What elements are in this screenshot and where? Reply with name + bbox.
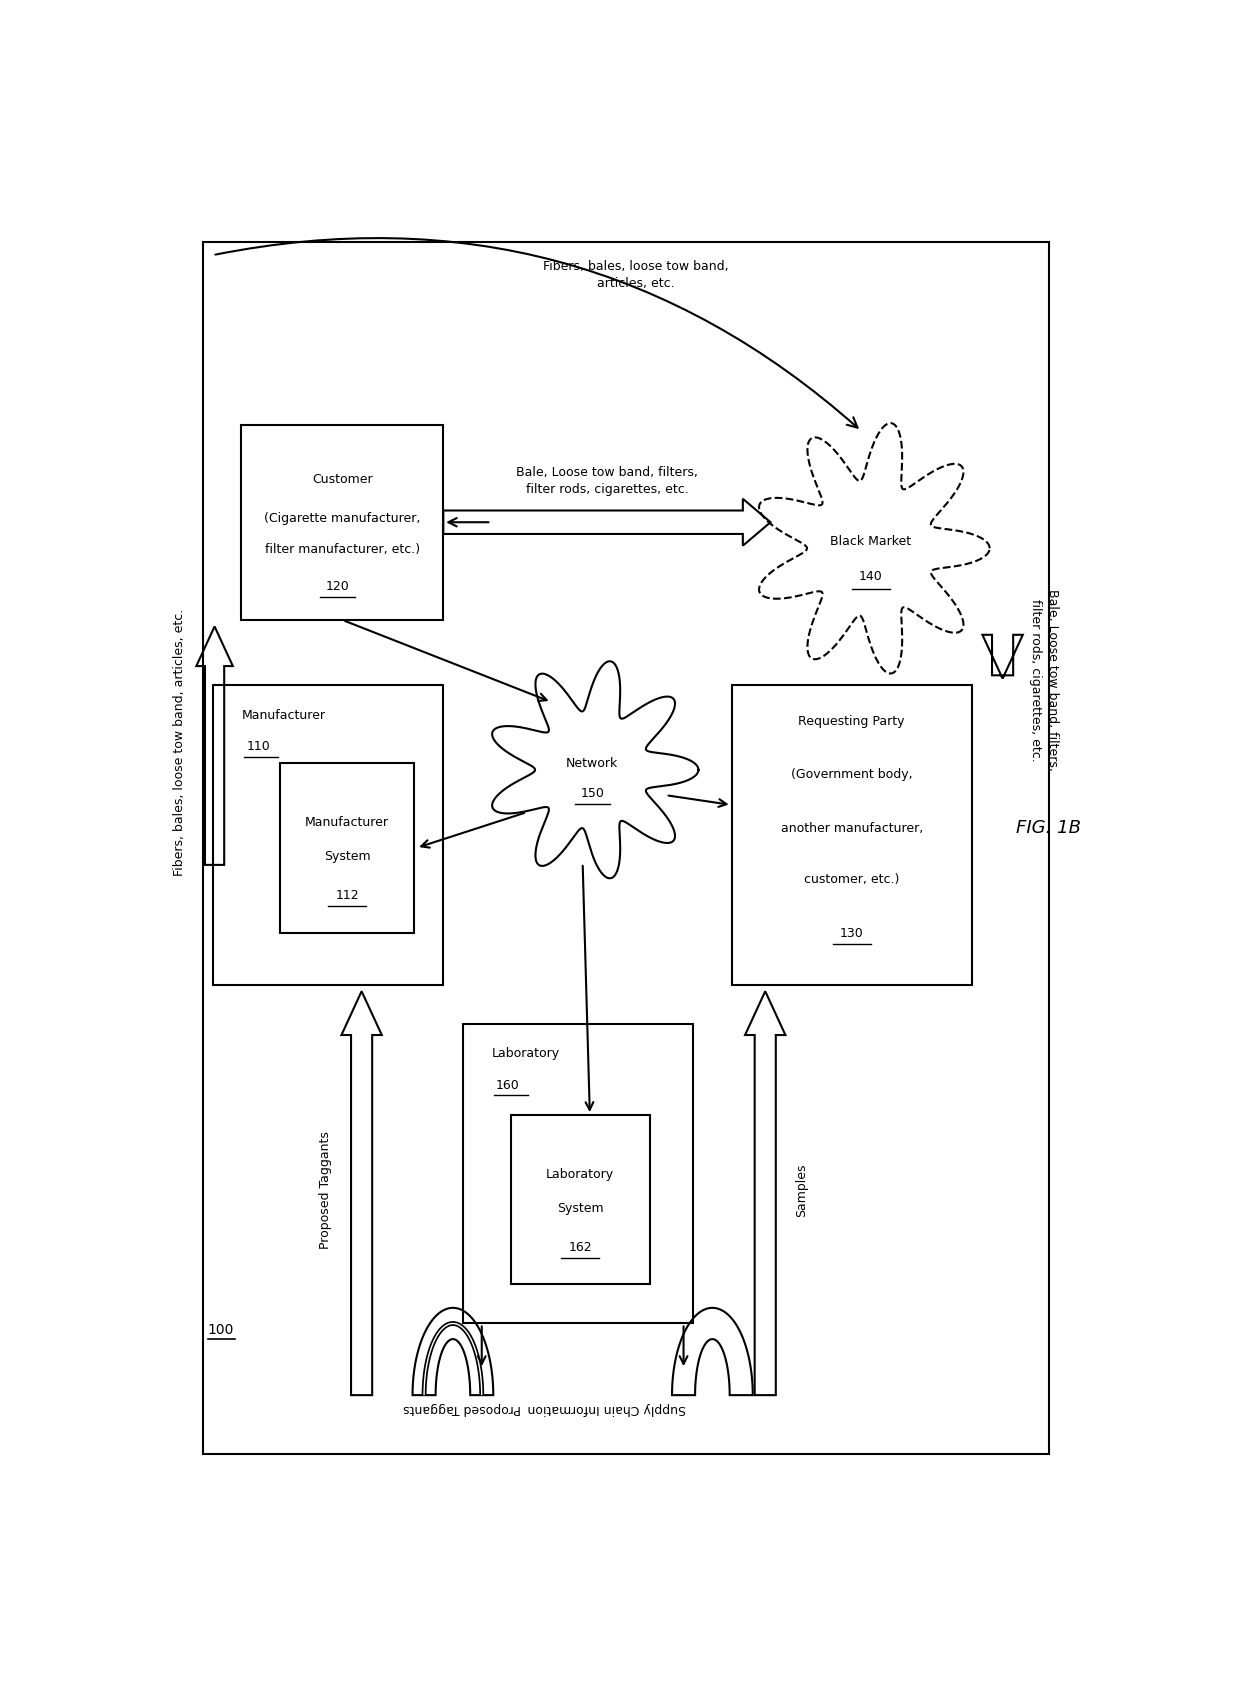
Text: 100: 100 [208,1323,234,1337]
Text: Manufacturer: Manufacturer [305,816,389,829]
Bar [280,763,414,932]
Bar [203,242,1049,1453]
Text: FIG. 1B: FIG. 1B [1017,819,1081,838]
Text: 130: 130 [839,927,863,941]
Text: 112: 112 [335,888,360,902]
Text: 140: 140 [859,570,883,584]
Text: System: System [557,1201,604,1215]
Text: 150: 150 [580,787,604,800]
Text: 162: 162 [568,1240,591,1254]
Text: Customer: Customer [312,472,373,486]
Text: filter manufacturer, etc.): filter manufacturer, etc.) [265,543,420,557]
Bar [511,1115,650,1284]
Bar [463,1024,693,1323]
Text: Requesting Party: Requesting Party [799,714,905,728]
Text: Black Market: Black Market [831,535,911,548]
Text: (Cigarette manufacturer,: (Cigarette manufacturer, [264,511,420,525]
Text: System: System [324,849,371,863]
Text: Fibers, bales, loose tow band, articles, etc.: Fibers, bales, loose tow band, articles,… [172,609,186,876]
Text: Proposed Taggants: Proposed Taggants [319,1130,331,1249]
Text: Proposed Taggants: Proposed Taggants [403,1401,522,1415]
Text: Laboratory: Laboratory [491,1047,559,1061]
Text: Laboratory: Laboratory [546,1167,614,1181]
Text: 110: 110 [247,739,270,753]
Text: Manufacturer: Manufacturer [242,709,325,721]
Text: 160: 160 [496,1078,520,1091]
Text: Bale, Loose tow band, filters,
filter rods, cigarettes, etc.: Bale, Loose tow band, filters, filter ro… [516,465,698,496]
Bar [242,425,444,619]
Text: customer, etc.): customer, etc.) [804,873,899,887]
Text: another manufacturer,: another manufacturer, [781,822,923,836]
Text: Bale, Loose tow band, filters,
filter rods, cigarettes, etc.: Bale, Loose tow band, filters, filter ro… [1029,589,1059,772]
Text: Fibers, bales, loose tow band,
articles, etc.: Fibers, bales, loose tow band, articles,… [543,259,728,289]
Text: Samples: Samples [795,1162,808,1217]
Text: (Government body,: (Government body, [791,768,913,782]
Bar [732,685,972,985]
Text: Network: Network [567,756,619,770]
Text: Supply Chain Information: Supply Chain Information [527,1401,686,1415]
Bar [213,685,444,985]
Text: 120: 120 [326,580,350,594]
